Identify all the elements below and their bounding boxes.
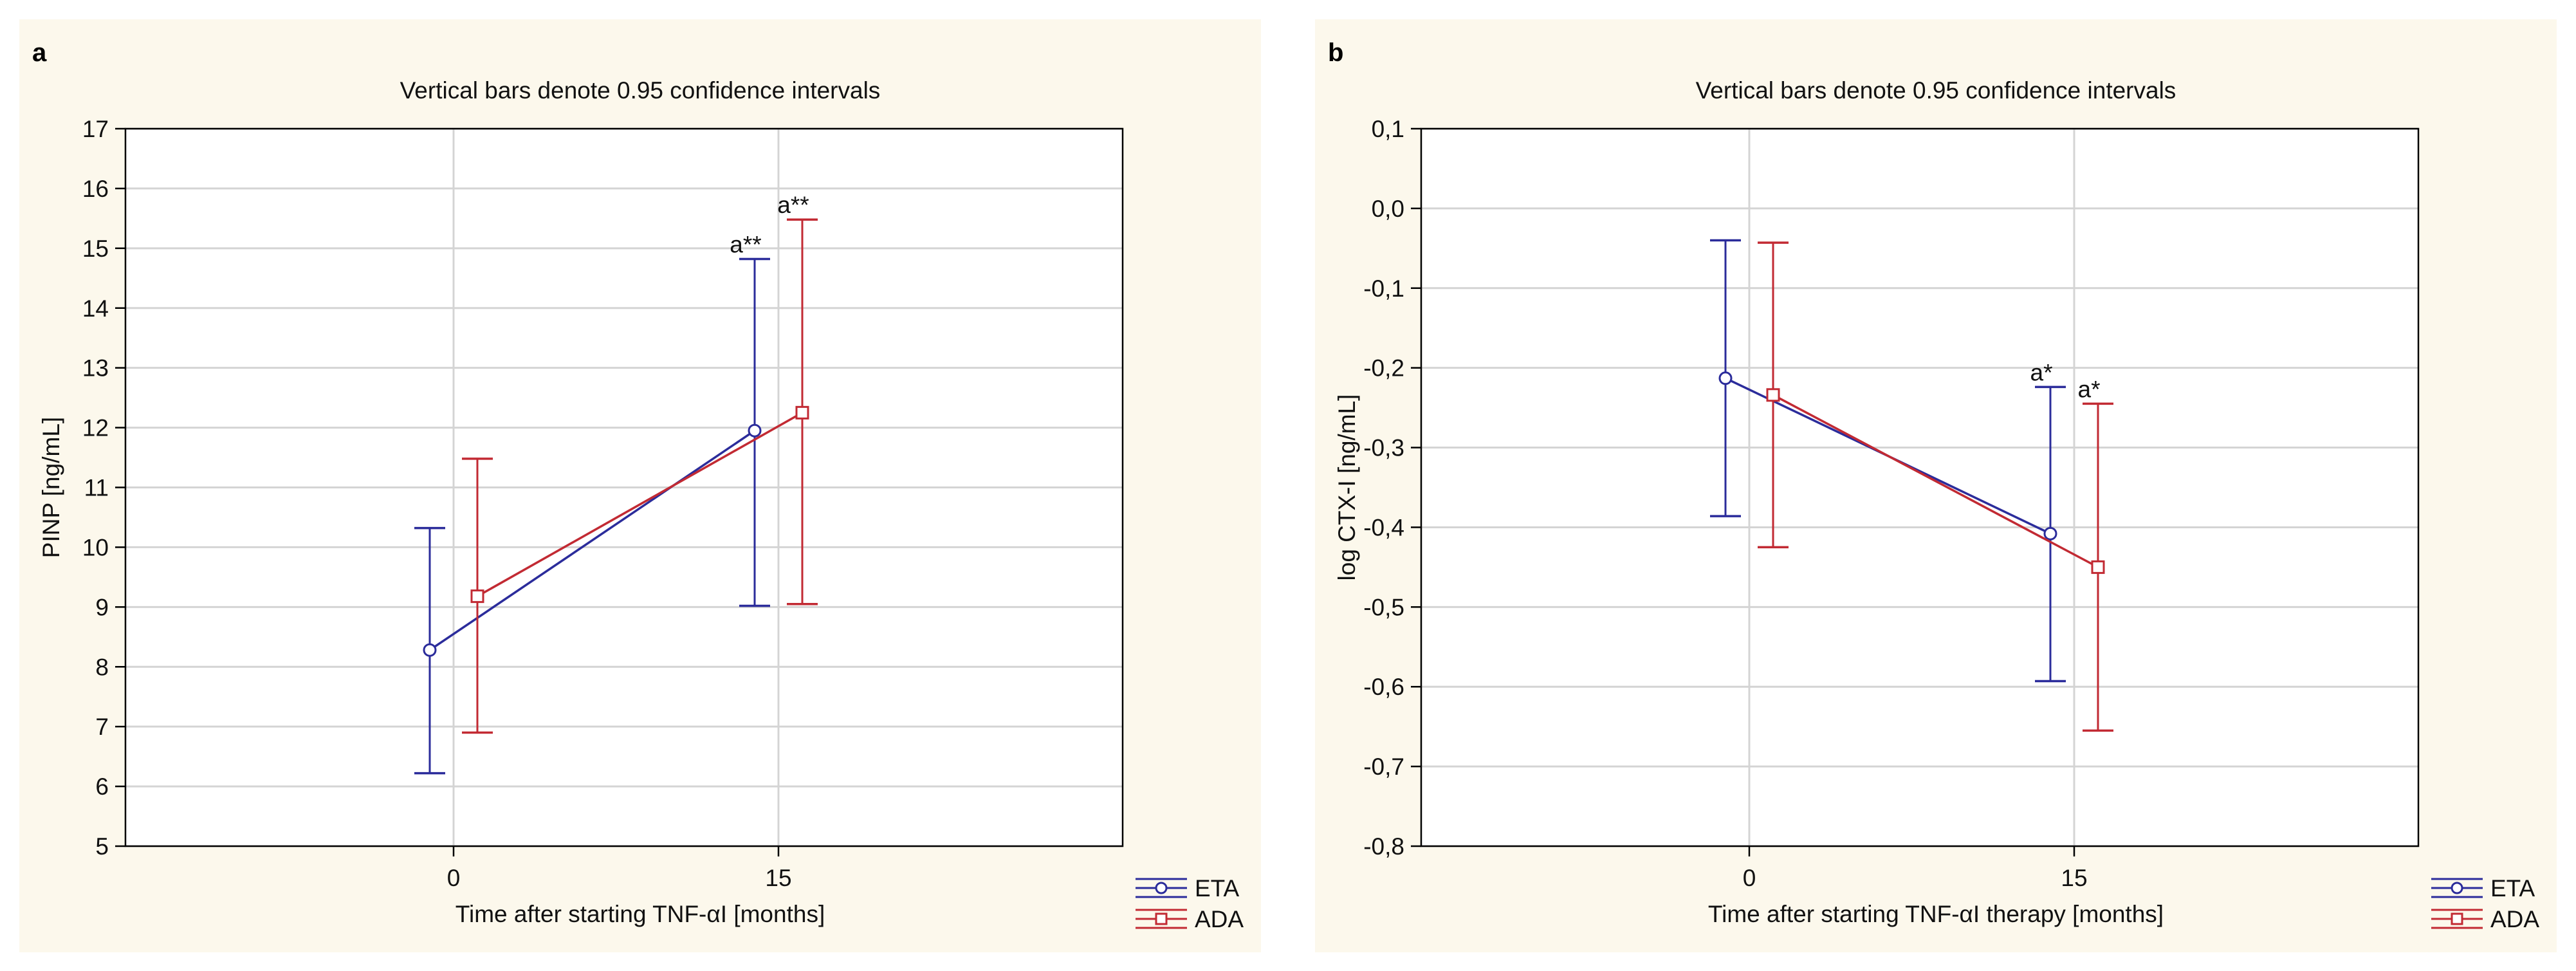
chart-a-svg: 5 6 7 8 9 10 11 12 13 14 15 16 17 0 15 a** a** PINP [ng/m… [38,116,1244,932]
x-axis-label-b: Time after starting TNF-αI therapy [mont… [1707,901,2164,927]
legend-marker-ada [1155,912,1168,925]
y-tick-label: -0,5 [1363,594,1404,620]
data-point-eta [423,643,437,657]
series-line-eta [429,429,755,651]
plot-frame [1420,127,2420,847]
series-line-ada [1772,394,2099,568]
y-tick-label: 17 [82,116,109,142]
y-tick-label: 7 [95,714,109,740]
plot-frame [124,127,1124,847]
y-tick-label: -0,6 [1363,674,1404,700]
legend-label-eta: ETA [2490,875,2535,902]
x-tick-label: 15 [2061,865,2087,891]
y-tick-label: 6 [95,773,109,800]
y-axis-label-b: log CTX-I [ng/mL] [1334,394,1360,581]
y-tick-label: 16 [82,176,109,202]
legend-label-eta: ETA [1195,875,1240,902]
y-tick-label: 0,1 [1372,116,1404,142]
chart-panel-a: 5 6 7 8 9 10 11 12 13 14 15 16 17 0 15 a** a** PINP [ng/m… [19,19,1261,952]
y-tick-label: 13 [82,355,109,382]
x-tick-label: 0 [447,865,461,891]
series-line-ada [477,411,803,598]
significance-label: a** [777,192,809,218]
y-tick-label: -0,1 [1363,275,1404,302]
legend-marker-eta [2451,882,2463,894]
panel-label-a: a [32,39,47,67]
data-point-ada [2091,560,2105,574]
chart-title-a: Vertical bars denote 0.95 confidence int… [400,77,881,104]
y-tick-label: 12 [82,415,109,441]
x-tick-label: 0 [1743,865,1756,891]
y-tick-label: 11 [84,475,109,501]
data-point-eta [2043,526,2057,541]
data-point-ada [795,405,809,420]
y-tick-label: 8 [95,654,109,680]
y-tick-label: -0,4 [1363,514,1404,541]
y-axis-label-a: PINP [ng/mL] [38,417,64,558]
y-tick-label: 15 [82,236,109,262]
x-axis-label-a: Time after starting TNF-αI [months] [455,901,825,927]
significance-label: a* [2030,359,2053,385]
significance-label: a* [2078,376,2101,402]
x-tick-label: 15 [765,865,791,891]
y-tick-label: 5 [95,833,109,860]
chart-title-b: Vertical bars denote 0.95 confidence int… [1695,77,2176,104]
significance-label: a** [730,232,761,258]
plot-area [1421,129,2418,846]
legend-marker-eta [1155,882,1168,894]
legend-label-ada: ADA [1195,906,1244,932]
panel-label-b: b [1328,39,1344,67]
data-point-ada [470,589,484,604]
y-tick-label: 9 [95,594,109,620]
y-tick-label: -0,3 [1363,435,1404,461]
y-tick-label: -0,2 [1363,355,1404,382]
data-point-eta [1718,371,1733,385]
y-tick-label: 14 [82,295,109,322]
data-point-ada [1766,388,1780,402]
legend-marker-ada [2451,912,2463,925]
y-tick-label: 10 [82,534,109,560]
chart-b-svg: 0,1 0,0 -0,1 -0,2 -0,3 -0,4 -0,5 -0,6 -0,7 -0,8 0 1… [1334,116,2539,932]
y-tick-label: -0,8 [1363,833,1404,860]
chart-panel-b: 0,1 0,0 -0,1 -0,2 -0,3 -0,4 -0,5 -0,6 -0,7 -0,8 0 1… [1315,19,2557,952]
y-tick-label: -0,7 [1363,754,1404,780]
data-point-eta [748,423,762,438]
y-tick-label: 0,0 [1372,196,1404,222]
legend-label-ada: ADA [2490,906,2539,932]
